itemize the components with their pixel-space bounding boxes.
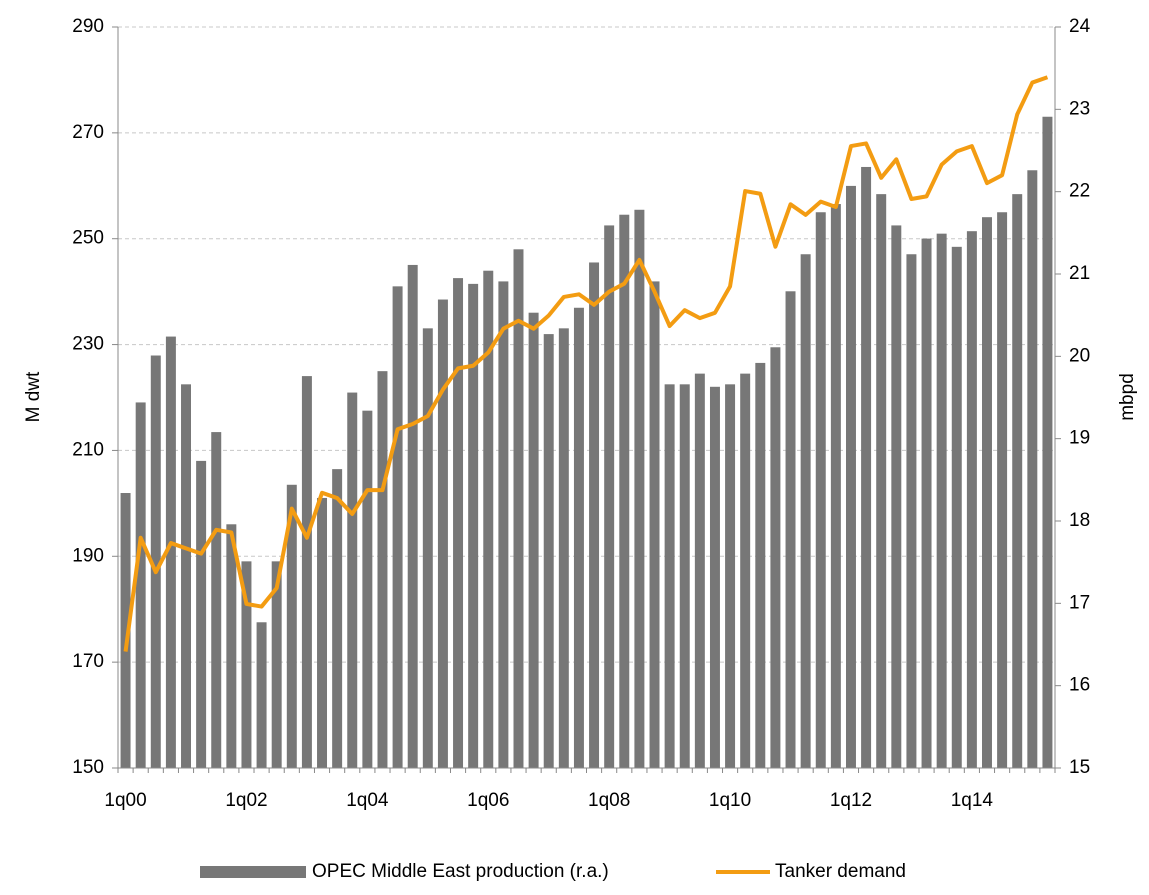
y2-tick-label: 22 — [1069, 181, 1090, 202]
bar — [135, 402, 146, 768]
bar — [906, 254, 917, 769]
y2-tick-label: 19 — [1069, 428, 1090, 449]
bar — [513, 249, 524, 769]
bar — [997, 212, 1008, 768]
bar — [196, 460, 207, 768]
bar — [150, 355, 161, 768]
bar — [453, 278, 464, 768]
bar — [694, 373, 705, 768]
y2-axis-label: mbpd — [1117, 373, 1138, 421]
y2-tick-label: 23 — [1069, 98, 1090, 119]
bar — [437, 299, 448, 768]
bar — [664, 384, 675, 768]
x-tick-label: 1q14 — [951, 790, 994, 811]
bar — [332, 469, 343, 768]
bar — [226, 524, 237, 768]
bar — [362, 410, 373, 768]
y2-tick-label: 17 — [1069, 592, 1090, 613]
bar — [619, 214, 630, 769]
y2-tick-label: 16 — [1069, 675, 1090, 696]
bar — [543, 334, 554, 768]
bar — [634, 209, 645, 768]
legend-label: OPEC Middle East production (r.a.) — [312, 861, 609, 882]
bar — [725, 384, 736, 768]
x-tick-label: 1q04 — [346, 790, 389, 811]
bar — [317, 497, 328, 768]
bar — [422, 328, 433, 768]
bar — [921, 238, 932, 768]
bar — [256, 622, 267, 768]
x-tick-label: 1q02 — [225, 790, 267, 811]
y-tick-label: 190 — [72, 545, 104, 566]
bar — [1042, 116, 1053, 768]
bar — [830, 204, 841, 768]
x-tick-label: 1q06 — [467, 790, 509, 811]
bar — [165, 336, 176, 768]
y2-tick-label: 18 — [1069, 510, 1090, 531]
y-tick-label: 210 — [72, 439, 104, 460]
bar — [589, 262, 600, 768]
bar — [528, 312, 539, 768]
bar — [573, 307, 584, 768]
bar — [347, 392, 358, 768]
x-tick-label: 1q10 — [709, 790, 751, 811]
bar — [468, 283, 479, 768]
x-tick-label: 1q00 — [104, 790, 146, 811]
bar — [861, 166, 872, 768]
bar — [951, 246, 962, 768]
bar — [181, 384, 191, 768]
bar — [120, 493, 131, 768]
bar — [785, 291, 796, 768]
bar — [982, 217, 992, 768]
bar — [815, 212, 826, 768]
bar — [377, 371, 388, 768]
bar — [407, 264, 418, 768]
bar — [709, 386, 720, 768]
y-tick-label: 150 — [72, 757, 104, 778]
bar — [649, 281, 660, 768]
bar — [498, 281, 509, 768]
bar — [286, 484, 297, 768]
x-tick-label: 1q08 — [588, 790, 630, 811]
bar — [301, 376, 312, 768]
y-tick-label: 250 — [72, 228, 104, 249]
bar — [891, 225, 902, 768]
bar — [966, 231, 977, 769]
y-tick-label: 270 — [72, 122, 104, 143]
y-tick-label: 170 — [72, 651, 104, 672]
bar — [211, 432, 222, 768]
bar — [1012, 194, 1023, 769]
bar — [241, 561, 252, 768]
bar — [483, 270, 494, 768]
y2-tick-label: 24 — [1069, 16, 1091, 37]
bar — [845, 185, 856, 769]
y2-tick-label: 15 — [1069, 757, 1090, 778]
bar — [679, 384, 690, 768]
bar — [392, 286, 403, 768]
bar — [740, 373, 751, 768]
bar — [936, 233, 947, 768]
y2-tick-label: 20 — [1069, 345, 1090, 366]
bar — [755, 362, 766, 768]
bar — [558, 328, 569, 768]
x-tick-label: 1q12 — [830, 790, 872, 811]
line — [123, 75, 1049, 652]
bar — [770, 347, 781, 768]
y2-tick-label: 21 — [1069, 263, 1090, 284]
y-tick-label: 290 — [72, 16, 104, 37]
y-tick-label: 230 — [72, 334, 104, 355]
bar — [271, 561, 282, 768]
legend-label: Tanker demand — [775, 861, 906, 882]
bar — [876, 194, 887, 769]
bar — [604, 225, 615, 768]
legend-swatch — [200, 866, 306, 878]
bar — [1027, 170, 1038, 768]
y-axis-label: M dwt — [23, 371, 44, 422]
bar — [800, 254, 811, 769]
